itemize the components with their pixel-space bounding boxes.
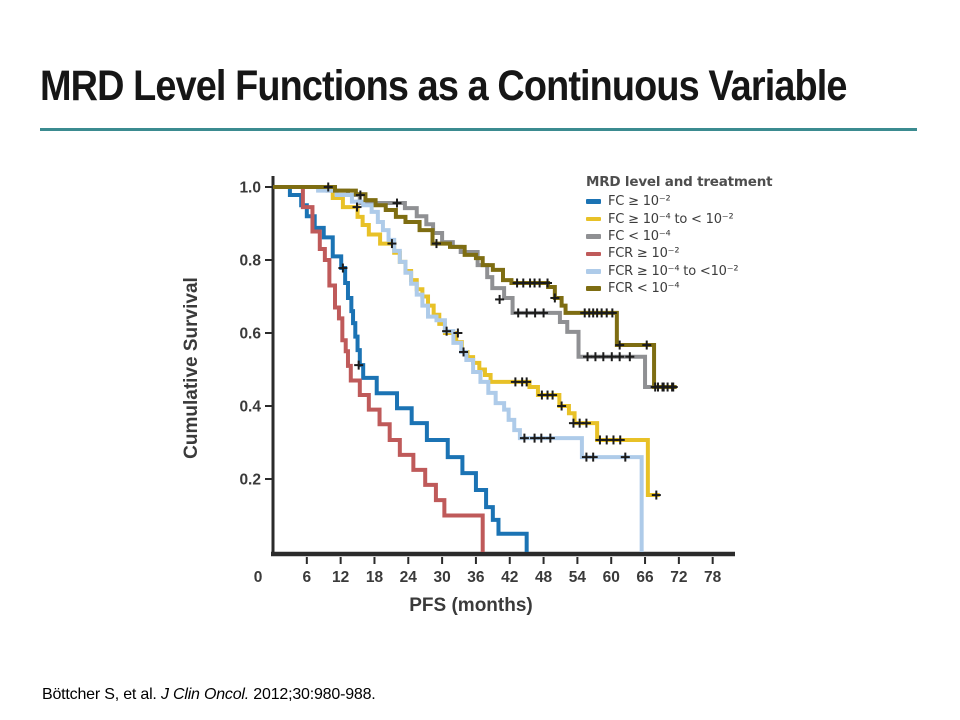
title-divider [40,128,917,131]
svg-text:0.4: 0.4 [239,399,261,416]
svg-text:18: 18 [366,569,384,586]
legend-item-fc-mid: FC ≥ 10⁻⁴ to < 10⁻² [586,210,772,227]
svg-text:54: 54 [569,569,587,586]
svg-text:48: 48 [535,569,553,586]
legend-item-fc-high: FC ≥ 10⁻² [586,193,772,210]
legend-item-fc-low: FC < 10⁻⁴ [586,228,772,245]
svg-text:0: 0 [254,569,263,586]
citation-journal: J Clin Oncol. [160,686,250,703]
legend-item-fcr-mid: FCR ≥ 10⁻⁴ to <10⁻² [586,263,772,280]
legend-item-fcr-low: FCR < 10⁻⁴ [586,280,772,297]
svg-text:72: 72 [670,569,687,586]
legend-item-label: FCR < 10⁻⁴ [608,281,680,297]
legend-line-swatch-icon [586,286,601,291]
svg-text:0.8: 0.8 [239,253,261,270]
legend-line-swatch-icon [586,199,601,204]
legend: MRD level and treatment FC ≥ 10⁻² FC ≥ 1… [586,174,773,297]
svg-text:12: 12 [332,569,349,586]
km-figure: 0 6 12 18 24 30 36 42 48 54 60 66 72 78 0.2 0.4 0.6 0.8 1.… [155,150,795,650]
svg-text:24: 24 [400,569,418,586]
legend-item-fcr-high: FCR ≥ 10⁻² [586,245,772,262]
legend-item-label: FC < 10⁻⁴ [608,228,671,244]
citation-authors: Böttcher S, et al. [42,686,161,703]
svg-text:PFS (months): PFS (months) [409,595,533,616]
legend-line-swatch-icon [586,269,601,274]
svg-text:6: 6 [303,569,312,586]
legend-item-label: FC ≥ 10⁻⁴ to < 10⁻² [608,211,734,227]
svg-text:36: 36 [467,569,485,586]
legend-item-label: FC ≥ 10⁻² [608,194,671,210]
svg-text:78: 78 [704,569,722,586]
legend-line-swatch-icon [586,234,601,239]
svg-text:1.0: 1.0 [239,180,261,197]
svg-text:30: 30 [433,569,450,586]
slide-title: MRD Level Functions as a Continuous Vari… [40,62,847,110]
legend-line-swatch-icon [586,251,601,257]
svg-text:66: 66 [636,569,654,586]
legend-item-label: FCR ≥ 10⁻⁴ to <10⁻² [608,263,739,279]
legend-item-label: FCR ≥ 10⁻² [608,246,680,262]
svg-text:0.2: 0.2 [239,472,261,489]
svg-text:42: 42 [501,569,518,586]
svg-text:60: 60 [603,569,620,586]
svg-text:Cumulative Survival: Cumulative Survival [181,277,202,459]
svg-text:0.6: 0.6 [239,326,261,343]
legend-title: MRD level and treatment [586,174,773,190]
citation-volume: 2012;30:980-988. [249,686,376,703]
km-plot-svg: 0 6 12 18 24 30 36 42 48 54 60 66 72 78 0.2 0.4 0.6 0.8 1.… [181,176,735,616]
legend-line-swatch-icon [586,216,601,222]
citation: Böttcher S, et al. J Clin Oncol. 2012;30… [42,686,376,704]
